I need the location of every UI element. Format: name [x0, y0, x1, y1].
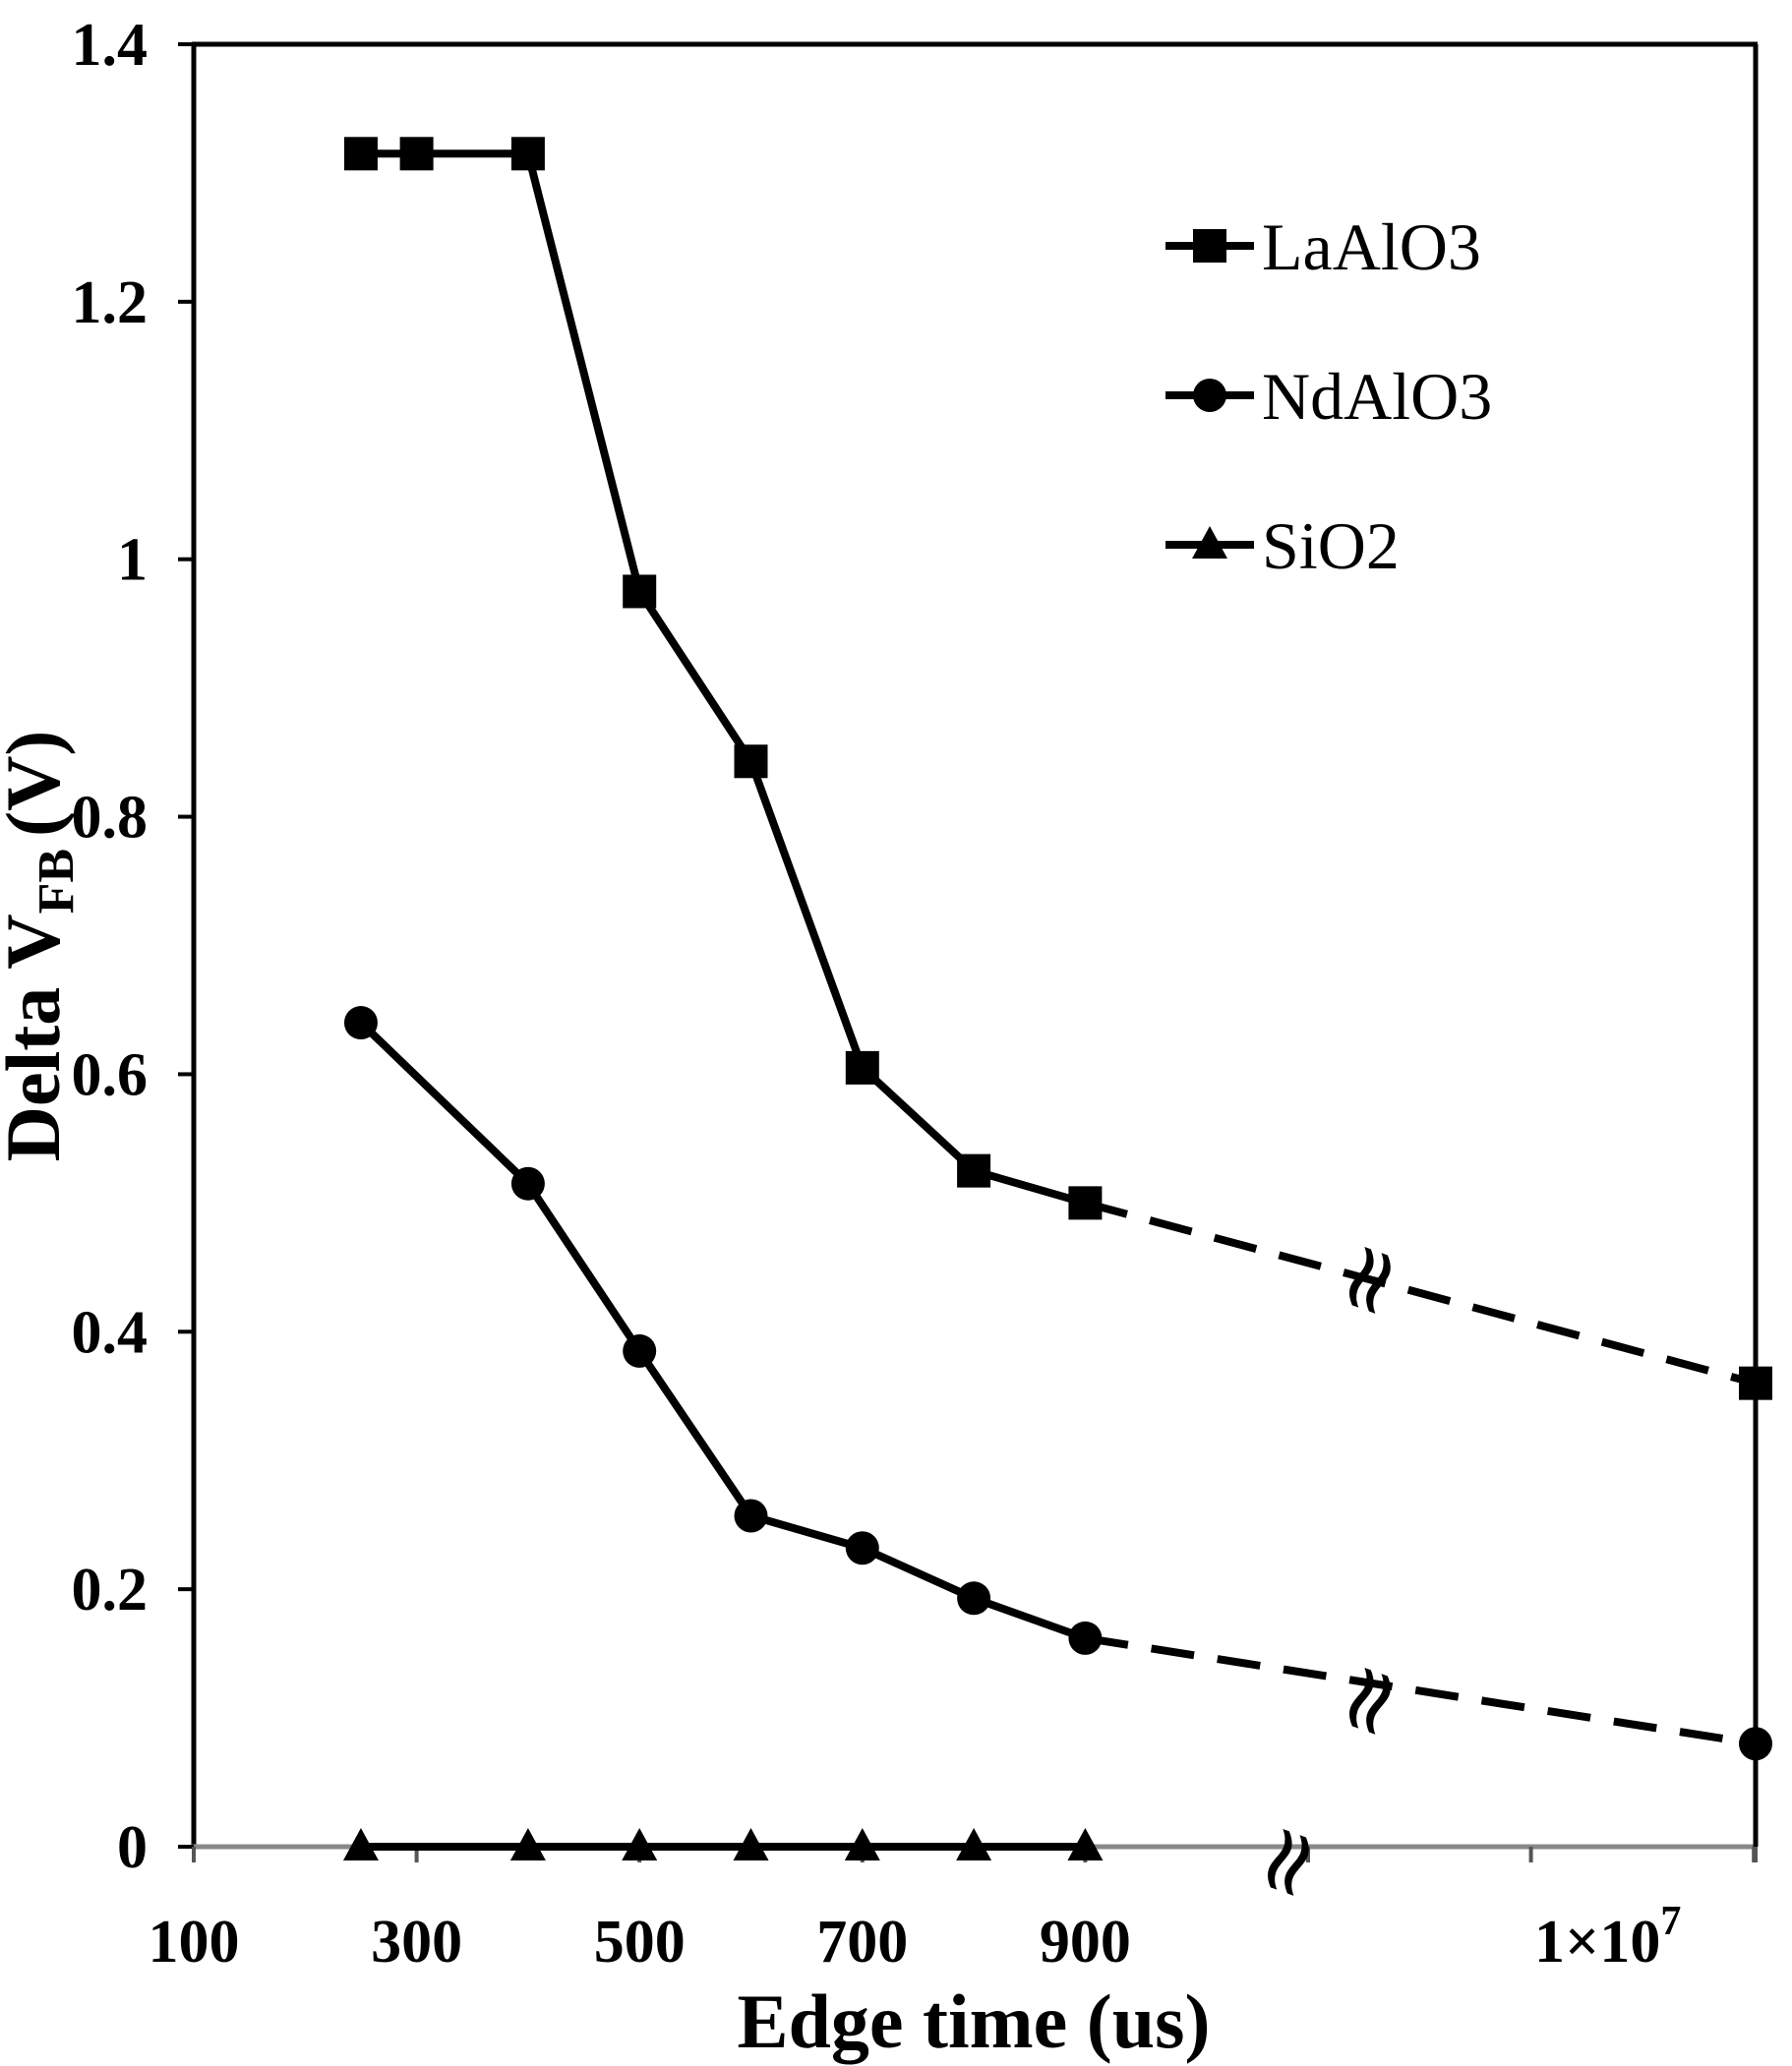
y-axis-title: Delta VFB (V): [0, 731, 85, 1162]
x-tick-label: 500: [594, 1909, 686, 1976]
data-point-sio2: [1067, 1828, 1104, 1860]
legend-item-ndalo3: NdAlO3: [1165, 359, 1492, 434]
legend-item-laalo3: LaAlO3: [1165, 209, 1481, 284]
data-point-laalo3: [845, 1050, 879, 1085]
svg-text:Delta VFB(V): Delta VFB (V): [0, 731, 85, 1162]
break-symbol-x-axis: ≈: [1221, 1805, 1351, 1918]
plot-frame: [191, 41, 1759, 1850]
series-dashed-extension-laalo3: [1084, 1199, 1758, 1387]
x-tick-label: 300: [371, 1909, 462, 1976]
series-ndalo3: [343, 1006, 1772, 1761]
data-point-laalo3: [1739, 1366, 1772, 1400]
data-point-sio2: [956, 1828, 992, 1860]
data-point-ndalo3: [957, 1581, 991, 1616]
axis-break-symbols: ≈ ≈ ≈: [1221, 1223, 1433, 1918]
series-layer: [342, 137, 1772, 1860]
data-point-ndalo3: [343, 1006, 378, 1040]
legend-marker-sio2: [1192, 526, 1227, 559]
data-point-ndalo3: [1068, 1621, 1103, 1655]
y-tick-label: 1.4: [72, 12, 149, 79]
data-point-laalo3: [623, 574, 657, 609]
data-point-laalo3: [343, 137, 378, 171]
data-point-laalo3: [1068, 1186, 1103, 1220]
data-point-laalo3: [734, 744, 768, 779]
break-symbol-laalo3: ≈: [1302, 1223, 1433, 1335]
x-tick-label: 100: [149, 1909, 240, 1976]
data-point-laalo3: [510, 137, 545, 171]
series-line-ndalo3: [358, 1020, 1087, 1642]
data-point-sio2: [509, 1828, 546, 1860]
legend: LaAlO3 NdAlO3 SiO2: [1165, 209, 1492, 583]
x-break-label-exponent: 7: [1660, 1899, 1681, 1944]
data-point-sio2: [622, 1828, 658, 1860]
data-point-sio2: [844, 1828, 880, 1860]
svg-text:1×107: 1×107: [1534, 1899, 1681, 1976]
x-axis-break-tick-label: 1×107: [1534, 1899, 1681, 1976]
y-axis-title-main: Delta V: [0, 914, 76, 1161]
y-tick-label: 0.2: [72, 1557, 149, 1623]
y-tick-label: 0.6: [72, 1041, 149, 1108]
data-point-ndalo3: [623, 1333, 657, 1368]
y-tick-label: 0.8: [72, 785, 149, 852]
x-axis-ticks: 100 300 500 700 900: [149, 1847, 1758, 1976]
series-laalo3: [343, 137, 1772, 1400]
x-tick-label: 700: [816, 1909, 908, 1976]
data-point-ndalo3: [734, 1499, 768, 1533]
y-tick-label: 0.4: [72, 1299, 149, 1366]
y-axis-ticks: 0 0.2 0.4 0.6 0.8 1 1.2 1.4: [72, 12, 194, 1881]
legend-label-sio2: SiO2: [1262, 508, 1400, 583]
data-point-ndalo3: [845, 1531, 879, 1565]
series-dashed-extension-ndalo3: [1084, 1633, 1757, 1748]
y-axis-title-subscript: FB: [29, 849, 85, 914]
y-tick-label: 1: [117, 527, 148, 594]
data-point-laalo3: [399, 137, 434, 171]
legend-item-sio2: SiO2: [1165, 508, 1400, 583]
y-tick-label: 1.2: [72, 269, 149, 336]
data-point-ndalo3: [1739, 1727, 1772, 1761]
data-point-laalo3: [957, 1153, 991, 1188]
legend-label-laalo3: LaAlO3: [1262, 209, 1481, 284]
x-break-label-base: 1×10: [1534, 1909, 1660, 1976]
x-axis-title: Edge time (us): [738, 1978, 1211, 2064]
x-tick-label: 900: [1040, 1909, 1131, 1976]
series-line-laalo3: [360, 149, 1087, 1208]
data-point-ndalo3: [510, 1166, 545, 1201]
series-sio2: [342, 1828, 1104, 1860]
data-point-sio2: [733, 1828, 769, 1860]
y-tick-label: 0: [117, 1814, 148, 1881]
legend-marker-laalo3: [1193, 229, 1226, 263]
break-symbol-ndalo3: ≈: [1302, 1644, 1433, 1756]
legend-marker-ndalo3: [1193, 379, 1226, 412]
data-point-sio2: [342, 1828, 379, 1860]
legend-label-ndalo3: NdAlO3: [1262, 359, 1492, 434]
y-axis-title-unit: (V): [0, 731, 76, 837]
